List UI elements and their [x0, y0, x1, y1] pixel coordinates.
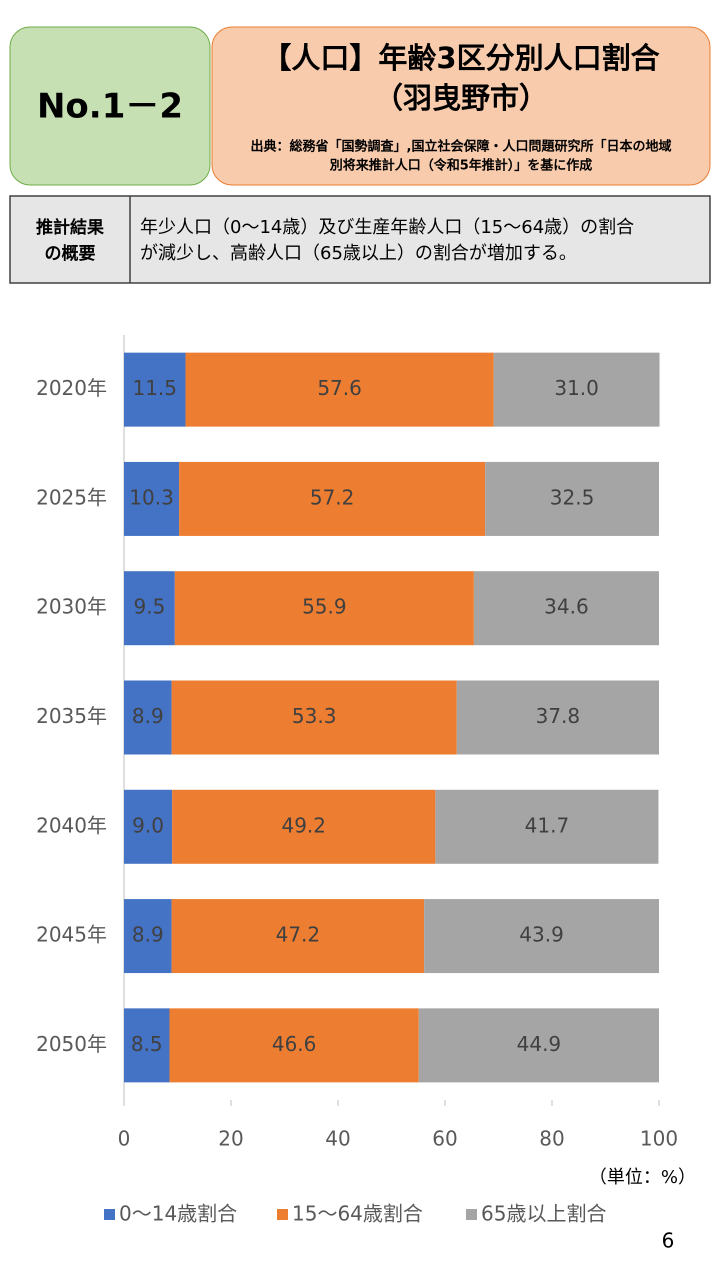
bar-segment	[172, 789, 436, 864]
data-label: 41.7	[525, 813, 570, 837]
summary-text: が減少し、高齢人口（65歳以上）の割合が増加する。	[140, 243, 577, 264]
bar-segment	[418, 1008, 659, 1083]
bar-segment	[124, 461, 180, 536]
page-number: 6	[662, 1229, 675, 1253]
bar-segment	[485, 461, 659, 536]
data-label: 57.6	[317, 376, 362, 400]
y-tick-label: 2030年	[36, 595, 107, 619]
bar-segment	[171, 899, 425, 974]
bar-segment	[124, 352, 186, 427]
legend-swatch	[277, 1209, 288, 1220]
data-label: 57.2	[310, 485, 355, 509]
legend-label: 65歳以上割合	[481, 1202, 606, 1226]
data-label: 49.2	[281, 813, 326, 837]
data-label: 34.6	[544, 595, 589, 619]
legend-label: 15～64歳割合	[292, 1202, 423, 1226]
data-label: 55.9	[302, 595, 347, 619]
data-label: 44.9	[517, 1032, 562, 1056]
bar-segment	[124, 571, 175, 646]
bar-segment	[424, 899, 659, 974]
bar-segment	[124, 789, 173, 864]
x-tick-label: 60	[432, 1127, 457, 1151]
bar-segment	[124, 899, 172, 974]
unit-note: （単位：%）	[589, 1167, 696, 1188]
data-label: 32.5	[550, 485, 595, 509]
x-tick-label: 40	[325, 1127, 350, 1151]
y-tick-label: 2040年	[36, 813, 107, 837]
bar-segment	[174, 571, 474, 646]
y-tick-label: 2020年	[36, 376, 107, 400]
bar-segment	[493, 352, 660, 427]
data-label: 47.2	[276, 923, 321, 947]
number-box	[9, 26, 211, 186]
bar-segment	[124, 680, 172, 755]
data-label: 9.5	[134, 595, 166, 619]
summary-text: 年少人口（0～14歳）及び生産年齢人口（15～64歳）の割合	[140, 217, 634, 238]
bar-segment	[456, 680, 659, 755]
summary-label: の概要	[45, 243, 96, 264]
title: 【人口】年齢3区分別人口割合	[262, 41, 659, 75]
legend-swatch	[466, 1209, 477, 1220]
legend-label: 0～14歳割合	[119, 1202, 237, 1226]
data-label: 46.6	[272, 1032, 317, 1056]
x-tick-label: 0	[118, 1127, 131, 1151]
data-label: 8.5	[131, 1032, 163, 1056]
source: 別将来推計人口（令和5年推計）」を基に作成	[329, 158, 593, 174]
bar-segment	[171, 680, 457, 755]
legend-swatch	[104, 1209, 115, 1220]
data-label: 11.5	[132, 376, 177, 400]
x-tick-label: 80	[539, 1127, 564, 1151]
data-label: 31.0	[554, 376, 599, 400]
bar-segment	[473, 571, 659, 646]
x-tick-label: 20	[218, 1127, 243, 1151]
data-label: 43.9	[519, 923, 564, 947]
summary-box	[9, 195, 711, 284]
y-tick-label: 2025年	[36, 485, 107, 509]
y-tick-label: 2035年	[36, 704, 107, 728]
data-label: 9.0	[132, 813, 164, 837]
bar-segment	[179, 461, 486, 536]
data-label: 10.3	[129, 485, 174, 509]
y-tick-label: 2050年	[36, 1032, 107, 1056]
bar-segment	[185, 352, 494, 427]
bar-segment	[169, 1008, 419, 1083]
data-label: 37.8	[536, 704, 581, 728]
title: （羽曳野市）	[374, 81, 548, 115]
data-label: 53.3	[292, 704, 337, 728]
slide-number: No.1－2	[37, 87, 183, 127]
data-label: 8.9	[132, 704, 164, 728]
data-label: 8.9	[132, 923, 164, 947]
y-tick-label: 2045年	[36, 923, 107, 947]
summary-label: 推計結果	[36, 217, 104, 238]
bar-segment	[124, 1008, 170, 1083]
bar-segment	[435, 789, 659, 864]
title-box	[211, 26, 711, 186]
x-tick-label: 100	[640, 1127, 678, 1151]
source: 出典：総務省「国勢調査」,国立社会保障・人口問題研究所「日本の地域	[251, 139, 672, 155]
